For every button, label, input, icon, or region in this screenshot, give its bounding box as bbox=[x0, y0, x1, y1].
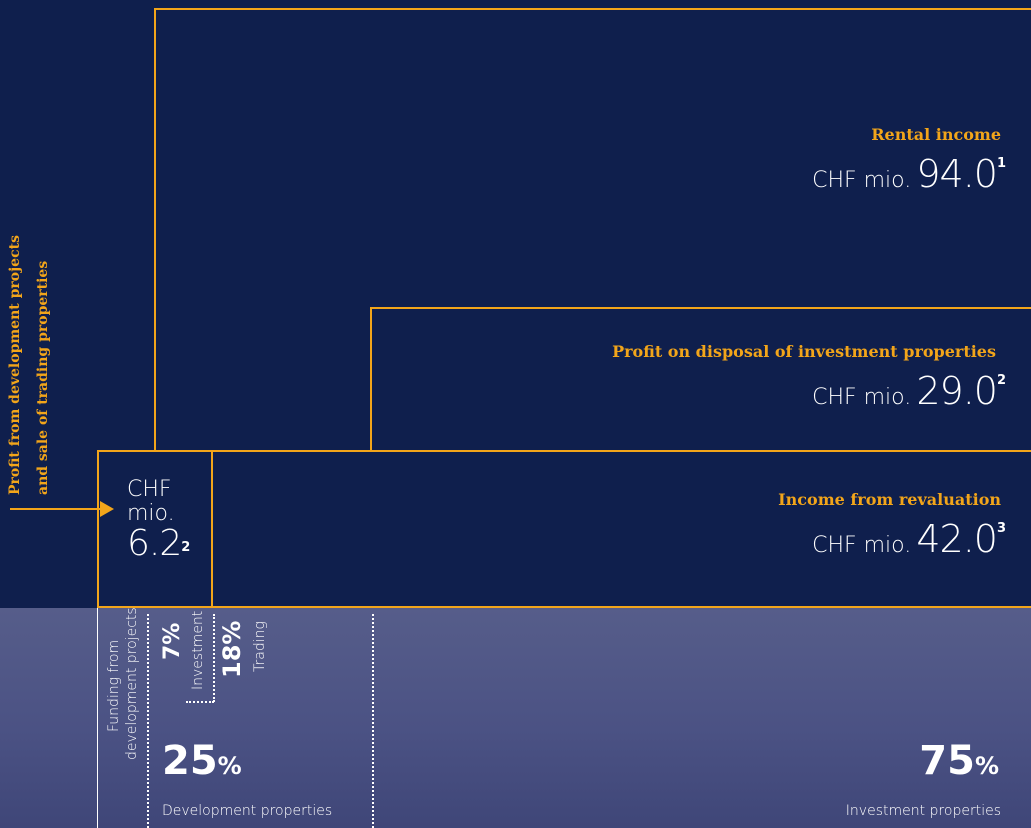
development-box-right bbox=[211, 450, 213, 608]
side-label-line1: Profit from development projects bbox=[7, 235, 23, 495]
revaluation-frame-top bbox=[97, 450, 1031, 452]
rental-income-footnote: 1 bbox=[996, 156, 1006, 171]
investment-share-number: 75 bbox=[919, 738, 975, 784]
investment-share-percent: 75% bbox=[919, 738, 999, 784]
rental-income-label: Rental income bbox=[871, 125, 1001, 144]
revaluation-income-footnote: 3 bbox=[996, 521, 1006, 536]
revaluation-income-prefix: CHF mio. bbox=[812, 533, 912, 558]
development-investment-divider bbox=[372, 614, 374, 828]
development-profit-footnote: 2 bbox=[181, 540, 191, 555]
investment-split-percent: 7% bbox=[160, 622, 185, 660]
development-share-symbol: % bbox=[217, 752, 242, 780]
disposal-profit-label: Profit on disposal of investment propert… bbox=[612, 342, 996, 361]
trading-split-label: Trading bbox=[252, 621, 268, 672]
development-share-label: Development properties bbox=[162, 803, 333, 819]
rental-income-value: CHF mio. 94.01 bbox=[812, 152, 1006, 196]
funding-label-line1: Funding from bbox=[106, 639, 122, 732]
arrow-shaft bbox=[10, 508, 102, 510]
investment-trading-divider bbox=[213, 614, 215, 702]
development-box-left bbox=[97, 450, 99, 608]
arrow-head-icon bbox=[100, 501, 114, 517]
diagram-bottom-area bbox=[0, 608, 1031, 828]
rental-income-prefix: CHF mio. bbox=[812, 168, 912, 193]
disposal-profit-value: CHF mio. 29.02 bbox=[812, 369, 1006, 413]
revaluation-income-amount: 42.0 bbox=[916, 517, 998, 561]
rental-frame-left bbox=[154, 8, 156, 451]
development-share-percent: 25% bbox=[162, 738, 242, 784]
revaluation-income-label: Income from revaluation bbox=[778, 490, 1001, 509]
development-profit-value: CHF mio. 6.22 bbox=[127, 478, 190, 562]
investment-underline bbox=[186, 701, 214, 703]
investment-share-symbol: % bbox=[974, 752, 999, 780]
development-profit-amount: 6.2 bbox=[127, 523, 182, 564]
disposal-profit-amount: 29.0 bbox=[916, 369, 998, 413]
baseline bbox=[97, 606, 1031, 608]
development-profit-unit: mio. bbox=[127, 501, 175, 526]
rental-frame-top bbox=[154, 8, 1031, 10]
funding-label-line2: development projects bbox=[124, 607, 140, 760]
trading-split-percent: 18% bbox=[218, 620, 246, 678]
rental-income-amount: 94.0 bbox=[916, 152, 998, 196]
development-left-line bbox=[97, 608, 98, 828]
side-label-line2: and sale of trading properties bbox=[35, 260, 51, 495]
funding-divider bbox=[147, 614, 149, 828]
development-profit-currency: CHF bbox=[127, 477, 172, 502]
disposal-frame-left bbox=[370, 307, 372, 451]
diagram-top-area bbox=[0, 0, 1031, 608]
disposal-profit-prefix: CHF mio. bbox=[812, 385, 912, 410]
disposal-frame-top bbox=[370, 307, 1031, 309]
investment-split-label: Investment bbox=[190, 610, 206, 690]
revaluation-income-value: CHF mio. 42.03 bbox=[812, 517, 1006, 561]
disposal-profit-footnote: 2 bbox=[996, 373, 1006, 388]
investment-share-label: Investment properties bbox=[845, 803, 1001, 819]
development-share-number: 25 bbox=[162, 738, 218, 784]
